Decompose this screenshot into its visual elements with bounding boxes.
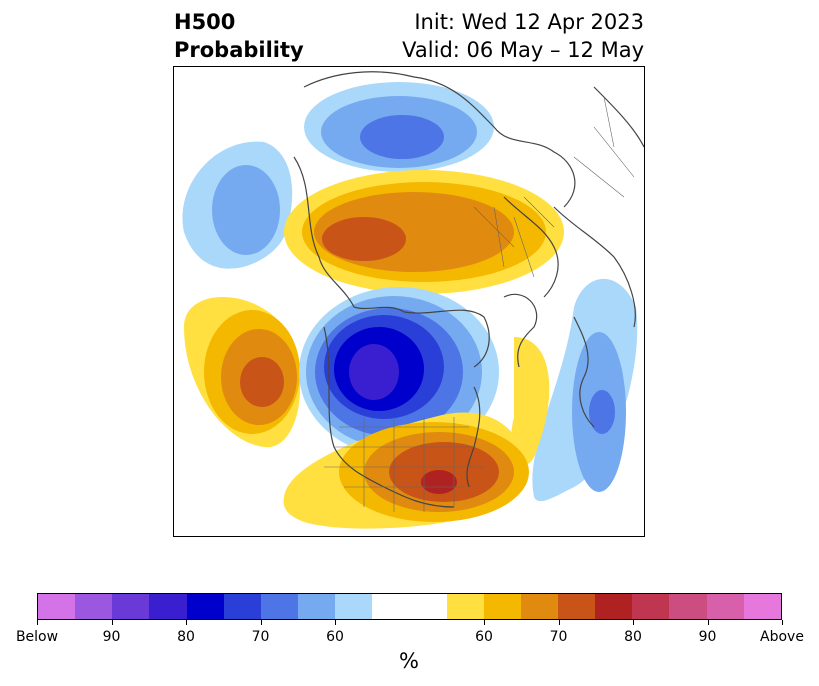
colorbar-segment [446, 594, 484, 619]
colorbar-segment [520, 594, 558, 619]
colorbar-tick-label: 60 [326, 629, 344, 645]
colorbar-segment [260, 594, 298, 619]
colorbar-tick-label: 70 [549, 629, 568, 645]
colorbar-segment [186, 594, 224, 619]
colorbar-segment [669, 594, 707, 619]
colorbar-tick-mark [186, 620, 187, 625]
colorbar-tick-label: 90 [102, 629, 121, 645]
anomaly-europe [284, 170, 564, 294]
colorbar-tick-label: 90 [698, 629, 717, 645]
colorbar-tick-mark [633, 620, 634, 625]
colorbar-segment [372, 594, 410, 619]
colorbar-segment [632, 594, 670, 619]
colorbar-segment [297, 594, 336, 619]
coastlines [293, 71, 644, 508]
colorbar-unit: % [399, 649, 419, 673]
colorbar [37, 593, 782, 620]
colorbar-segment [557, 594, 596, 619]
title-left: H500 Probability [174, 8, 304, 64]
anomaly-north-atlantic [184, 297, 301, 448]
colorbar-segment [483, 594, 521, 619]
colorbar-tick-label: 80 [177, 629, 195, 645]
colorbar-segment [743, 594, 781, 619]
probability-map [182, 71, 644, 529]
colorbar-tick-label: 80 [624, 629, 642, 645]
colorbar-segment [409, 594, 447, 619]
colorbar-tick-label: Below [15, 629, 59, 645]
colorbar-segment [38, 594, 76, 619]
anomaly-siberia [304, 82, 494, 172]
colorbar-tick-mark [111, 620, 113, 625]
colorbar-tick-label: Above [760, 629, 804, 645]
colorbar-tick-label: 70 [251, 629, 270, 645]
colorbar-tick-mark [782, 620, 783, 625]
colorbar-tick-mark [558, 620, 560, 625]
political-borders [324, 96, 635, 512]
colorbar-tick-mark [260, 620, 262, 625]
colorbar-tick-mark [707, 620, 709, 625]
valid-range: Valid: 06 May – 12 May [402, 38, 644, 62]
colorbar-segment [112, 594, 150, 619]
map-panel [173, 66, 645, 537]
init-date: Init: Wed 12 Apr 2023 [414, 10, 644, 34]
colorbar-segment [223, 594, 261, 619]
colorbar-tick-label: 60 [475, 629, 493, 645]
title-variable: H500 [174, 10, 236, 34]
title-right: Init: Wed 12 Apr 2023 Valid: 06 May – 12… [402, 8, 644, 64]
colorbar-segment [706, 594, 744, 619]
colorbar-segment [75, 594, 113, 619]
colorbar-tick-mark [484, 620, 485, 625]
colorbar-segment [335, 594, 373, 619]
colorbar-segment [149, 594, 187, 619]
colorbar-tick-mark [37, 620, 38, 625]
title-product: Probability [174, 38, 304, 62]
colorbar-tick-mark [335, 620, 336, 625]
colorbar-segment [595, 594, 633, 619]
anomaly-north-pacific [182, 141, 293, 269]
